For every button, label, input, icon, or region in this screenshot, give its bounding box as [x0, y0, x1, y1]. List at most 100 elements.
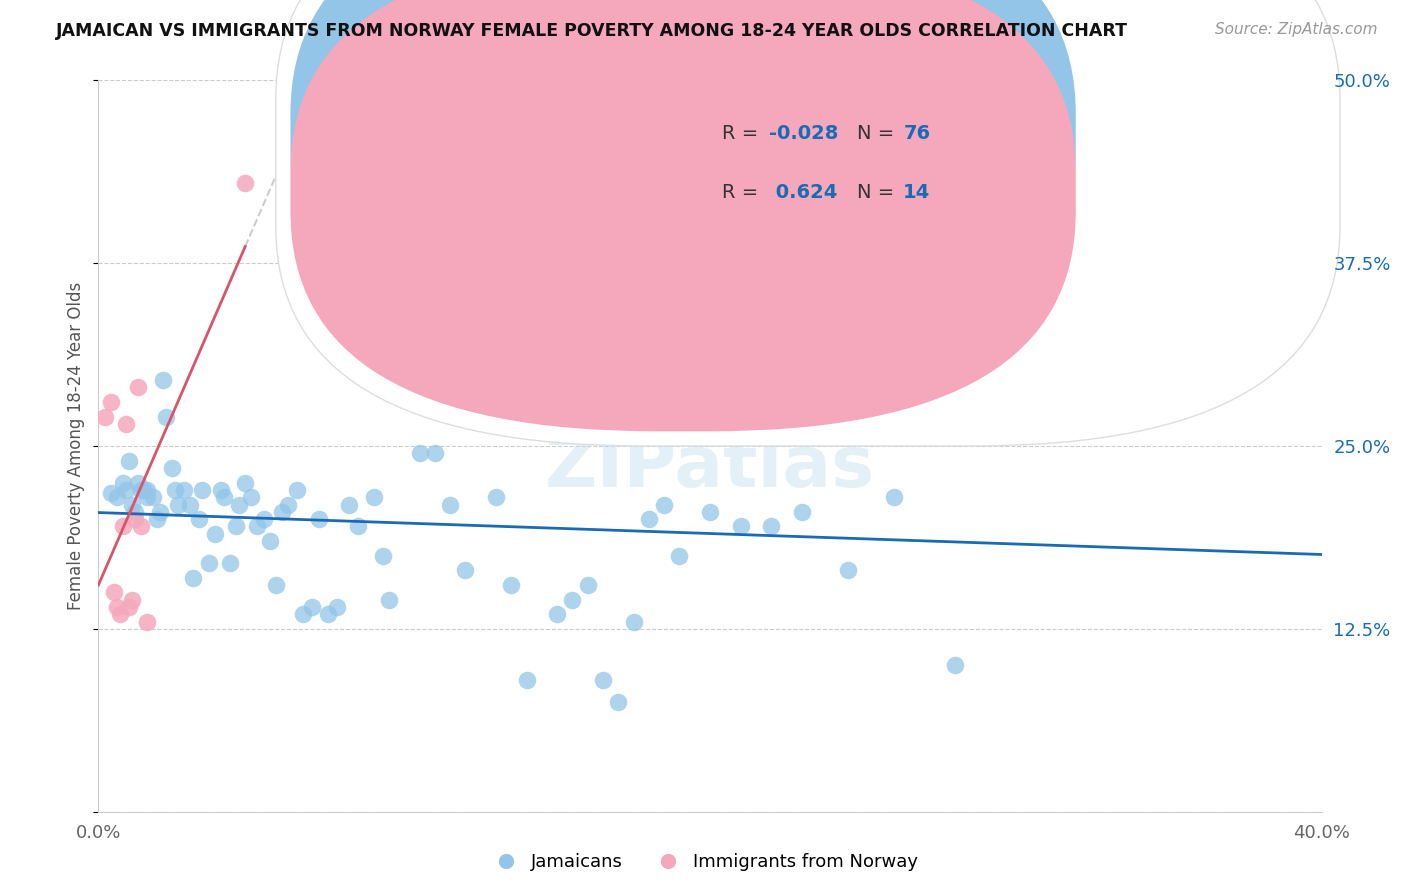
- Point: [204, 526, 226, 541]
- Point: [264, 578, 287, 592]
- Point: [118, 599, 141, 614]
- Point: [292, 607, 315, 622]
- Point: [108, 607, 131, 622]
- Point: [111, 519, 134, 533]
- FancyBboxPatch shape: [291, 0, 1076, 373]
- Point: [209, 483, 232, 497]
- Point: [652, 498, 675, 512]
- Point: [181, 571, 204, 585]
- Point: [730, 519, 752, 533]
- Point: [233, 475, 256, 490]
- Point: [326, 599, 349, 614]
- Text: N =: N =: [856, 183, 900, 202]
- Point: [607, 695, 630, 709]
- Point: [212, 490, 235, 504]
- Point: [363, 490, 385, 504]
- Point: [100, 485, 122, 500]
- Point: [127, 380, 149, 394]
- Point: [118, 453, 141, 467]
- Point: [129, 519, 152, 533]
- FancyBboxPatch shape: [276, 0, 1340, 446]
- Text: 0.624: 0.624: [769, 183, 837, 202]
- FancyBboxPatch shape: [291, 0, 1076, 432]
- Point: [259, 534, 281, 549]
- Point: [668, 549, 690, 563]
- Point: [1157, 161, 1180, 175]
- Point: [179, 498, 201, 512]
- Point: [115, 417, 138, 431]
- Point: [142, 490, 165, 504]
- Point: [759, 519, 782, 533]
- Point: [136, 483, 159, 497]
- Point: [316, 607, 339, 622]
- Text: Source: ZipAtlas.com: Source: ZipAtlas.com: [1215, 22, 1378, 37]
- Point: [277, 498, 299, 512]
- Point: [173, 483, 195, 497]
- Text: 76: 76: [903, 124, 931, 144]
- Point: [454, 563, 477, 577]
- Point: [149, 505, 172, 519]
- Point: [100, 395, 122, 409]
- Point: [105, 490, 128, 504]
- Point: [115, 483, 138, 497]
- Point: [790, 505, 813, 519]
- Point: [160, 461, 183, 475]
- Point: [136, 490, 159, 504]
- Point: [485, 490, 508, 504]
- Point: [546, 607, 568, 622]
- Point: [134, 483, 156, 497]
- Point: [105, 599, 128, 614]
- Point: [285, 483, 308, 497]
- Point: [252, 512, 274, 526]
- Point: [163, 483, 186, 497]
- Point: [191, 483, 214, 497]
- Point: [561, 592, 583, 607]
- Text: N =: N =: [856, 124, 900, 144]
- Point: [246, 519, 269, 533]
- Point: [188, 512, 211, 526]
- Point: [516, 673, 538, 687]
- Point: [439, 498, 461, 512]
- Point: [623, 615, 645, 629]
- Point: [501, 578, 523, 592]
- Point: [145, 512, 167, 526]
- Point: [103, 585, 125, 599]
- Point: [93, 409, 115, 424]
- Point: [637, 512, 661, 526]
- Point: [371, 549, 394, 563]
- Point: [129, 483, 152, 497]
- Text: JAMAICAN VS IMMIGRANTS FROM NORWAY FEMALE POVERTY AMONG 18-24 YEAR OLDS CORRELAT: JAMAICAN VS IMMIGRANTS FROM NORWAY FEMAL…: [56, 22, 1128, 40]
- Point: [197, 556, 219, 570]
- Point: [225, 519, 247, 533]
- Text: ZIPatlas: ZIPatlas: [546, 434, 875, 502]
- Point: [337, 498, 360, 512]
- Point: [124, 512, 146, 526]
- Point: [943, 658, 966, 673]
- Point: [124, 505, 146, 519]
- Point: [155, 409, 177, 424]
- Point: [127, 475, 149, 490]
- Point: [308, 512, 330, 526]
- Point: [301, 599, 323, 614]
- Point: [837, 563, 859, 577]
- Point: [408, 446, 430, 460]
- Point: [240, 490, 263, 504]
- Point: [136, 615, 159, 629]
- Point: [219, 556, 242, 570]
- Text: 14: 14: [903, 183, 931, 202]
- Point: [121, 592, 143, 607]
- Text: R =: R =: [723, 124, 765, 144]
- Y-axis label: Female Poverty Among 18-24 Year Olds: Female Poverty Among 18-24 Year Olds: [67, 282, 86, 610]
- Point: [121, 498, 143, 512]
- Point: [699, 505, 721, 519]
- Point: [152, 373, 174, 387]
- Point: [270, 505, 292, 519]
- Text: -0.028: -0.028: [769, 124, 838, 144]
- Point: [378, 592, 401, 607]
- Point: [347, 519, 370, 533]
- Point: [111, 475, 134, 490]
- Point: [233, 176, 256, 190]
- Point: [167, 498, 190, 512]
- Point: [423, 446, 446, 460]
- Legend: Jamaicans, Immigrants from Norway: Jamaicans, Immigrants from Norway: [481, 847, 925, 879]
